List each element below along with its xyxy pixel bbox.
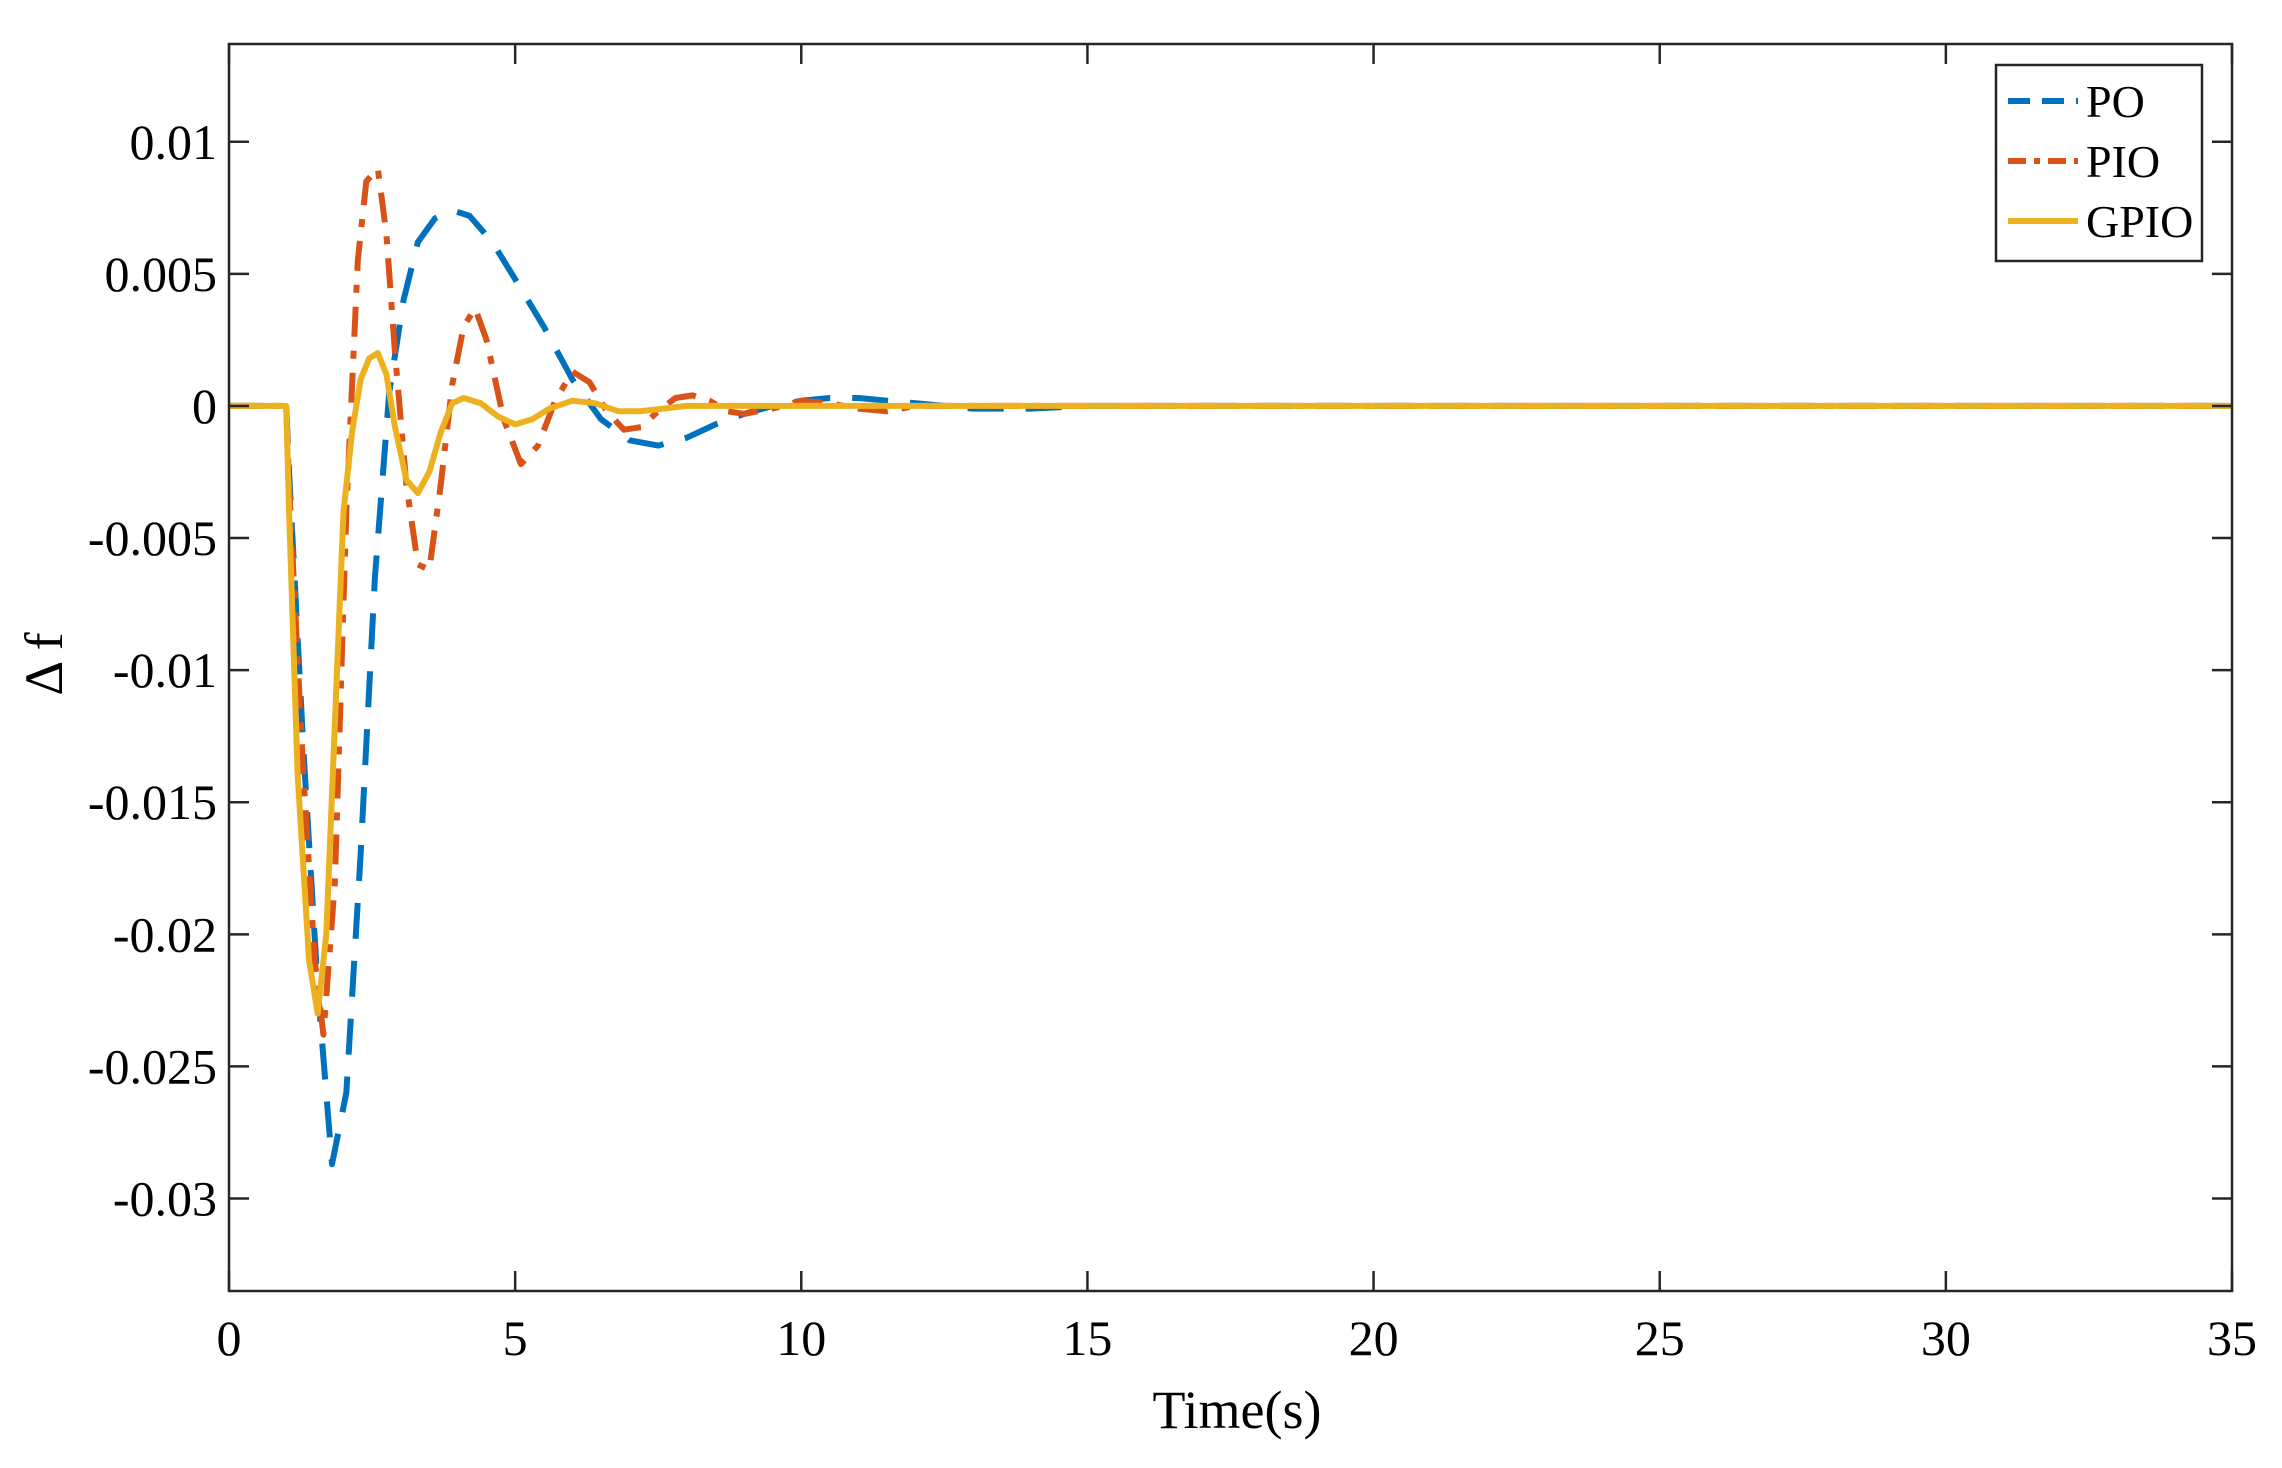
- x-tick-label: 10: [776, 1310, 826, 1366]
- x-tick-label: 35: [2207, 1310, 2257, 1366]
- axes-layer: 0 5 10 15 20 25 30 35 0.01 0.005 0 -0.005 -0.01 -0.01…: [88, 42, 2257, 1366]
- x-tick-label: 25: [1635, 1310, 1685, 1366]
- y-tick-label: -0.02: [113, 906, 217, 962]
- x-tick-label: 15: [1062, 1310, 1112, 1366]
- y-tick-label: -0.01: [113, 642, 217, 698]
- x-axis-label: Time(s): [1152, 1380, 1321, 1440]
- series-line-pio: [229, 165, 2232, 1038]
- legend-label-po: PO: [2086, 76, 2145, 127]
- series-line-po: [229, 207, 2232, 1168]
- x-tick-label: 30: [1921, 1310, 1971, 1366]
- series-layer: [229, 165, 2232, 1168]
- legend-label-pio: PIO: [2086, 136, 2160, 187]
- legend: PO PIO GPIO: [1994, 63, 2204, 263]
- y-tick-label: 0.01: [130, 114, 218, 170]
- y-axis-label: Δ f: [14, 632, 74, 695]
- y-tick-label: -0.005: [88, 510, 217, 566]
- series-line-gpio: [229, 350, 2232, 1017]
- y-tick-label: -0.03: [113, 1171, 217, 1227]
- y-tick-label: -0.015: [88, 774, 217, 830]
- plot-frame: [227, 42, 2234, 1293]
- x-tick-label: 0: [217, 1310, 242, 1366]
- legend-box: [1994, 63, 2204, 263]
- x-tick-label: 5: [503, 1310, 528, 1366]
- y-tick-label: 0: [192, 378, 217, 434]
- legend-label-gpio: GPIO: [2086, 196, 2193, 247]
- x-tick-label: 20: [1349, 1310, 1399, 1366]
- y-tick-label: -0.025: [88, 1038, 217, 1094]
- y-tick-label: 0.005: [105, 246, 218, 302]
